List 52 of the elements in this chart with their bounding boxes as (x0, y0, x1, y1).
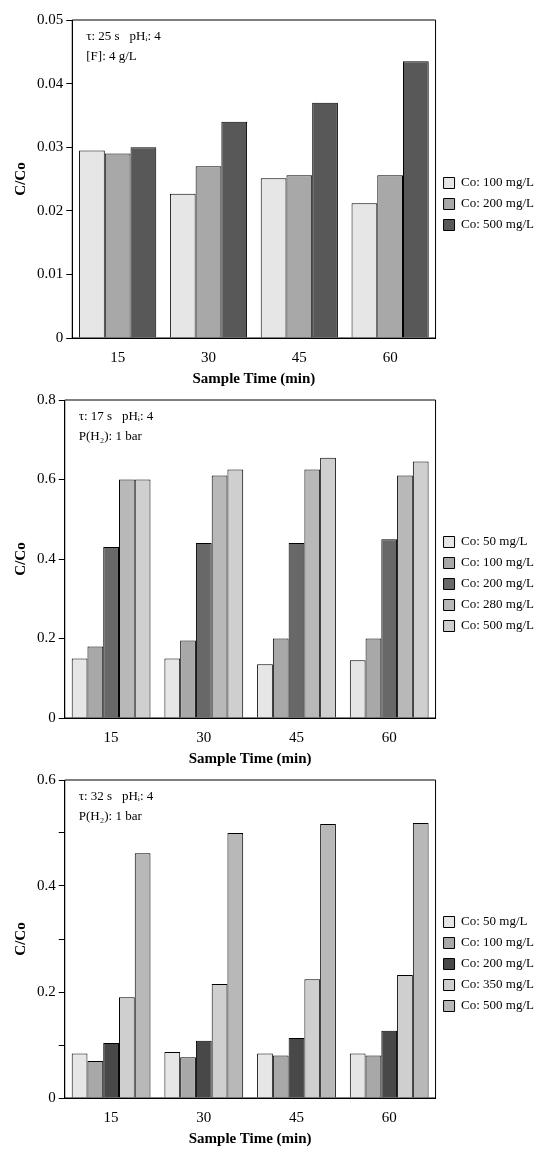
legend-label: Co: 350 mg/L (461, 976, 535, 992)
y-tick-label: 0 (48, 708, 56, 725)
x-tick-label: 45 (289, 728, 304, 745)
annotation: [F]: 4 g/L (86, 47, 137, 63)
x-tick-label: 30 (196, 728, 212, 745)
y-tick-label: 0 (48, 1088, 56, 1105)
x-tick-label: 45 (291, 348, 307, 365)
y-tick-label: 0.2 (37, 629, 56, 646)
x-tick-label: 45 (289, 1108, 304, 1125)
y-tick-label: 0.01 (37, 265, 64, 282)
y-tick-label: 0.03 (37, 138, 64, 155)
y-tick-label: 0.6 (37, 470, 57, 487)
y-tick-label: 0.2 (37, 982, 56, 999)
y-tick-label: 0.05 (37, 10, 64, 27)
x-tick-label: 60 (382, 348, 398, 365)
legend-label: Co: 200 mg/L (461, 575, 535, 591)
x-tick-label: 15 (103, 1108, 119, 1125)
legend-label: Co: 50 mg/L (461, 533, 528, 549)
x-axis-title: Sample Time (min) (188, 749, 312, 767)
x-axis-title: Sample Time (min) (188, 1129, 312, 1147)
legend-label: Co: 500 mg/L (461, 617, 535, 633)
legend-label: Co: 500 mg/L (461, 997, 535, 1013)
annotation: P(H₂): 1 bar (78, 427, 143, 443)
y-axis-title: C/Co (11, 162, 28, 196)
y-axis-title: C/Co (11, 922, 28, 956)
x-tick-label: 15 (103, 728, 119, 745)
y-tick-label: 0.4 (37, 876, 57, 893)
legend-label: Co: 100 mg/L (461, 174, 535, 190)
x-tick-label: 30 (196, 1108, 212, 1125)
legend-label: Co: 100 mg/L (461, 934, 535, 950)
legend-label: Co: 100 mg/L (461, 554, 535, 570)
y-tick-label: 0.02 (37, 201, 64, 218)
y-tick-label: 0.6 (37, 770, 57, 787)
y-tick-label: 0.4 (37, 549, 57, 566)
annotation: τ: 25 s pHᵢ: 4 (86, 27, 162, 43)
x-tick-label: 60 (381, 1108, 397, 1125)
x-tick-label: 30 (200, 348, 216, 365)
legend-label: Co: 200 mg/L (461, 195, 535, 211)
y-tick-label: 0 (55, 328, 64, 345)
x-tick-label: 15 (110, 348, 126, 365)
x-axis-title: Sample Time (min) (192, 369, 316, 387)
legend-label: Co: 200 mg/L (461, 955, 535, 971)
legend-label: Co: 500 mg/L (461, 216, 535, 232)
legend-label: Co: 50 mg/L (461, 913, 528, 929)
annotation: τ: 32 s pHᵢ: 4 (78, 787, 154, 803)
legend-label: Co: 280 mg/L (461, 596, 535, 612)
y-tick-label: 0.8 (37, 390, 56, 407)
annotation: τ: 17 s pHᵢ: 4 (78, 407, 154, 423)
y-tick-label: 0.04 (37, 74, 64, 91)
annotation: P(H₂): 1 bar (78, 807, 143, 823)
x-tick-label: 60 (381, 728, 397, 745)
y-axis-title: C/Co (11, 542, 28, 576)
